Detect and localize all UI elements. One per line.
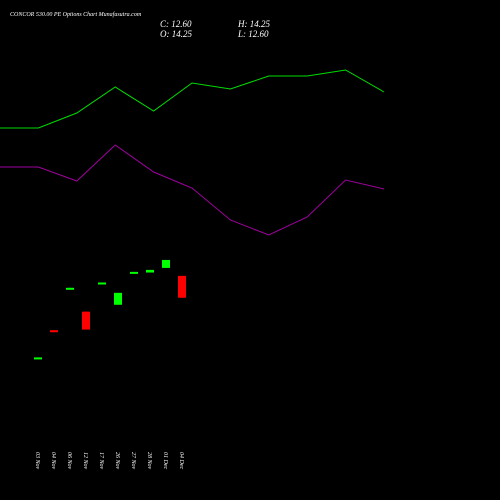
candle-body [114, 292, 122, 305]
x-tick-label: 26 Nov [114, 452, 120, 470]
candle-body [82, 311, 90, 330]
x-tick-label: 12 Nov [82, 452, 88, 470]
x-tick-label: 27 Nov [130, 452, 136, 470]
candle-body [146, 269, 154, 273]
line [0, 69, 385, 129]
candle-body [34, 357, 42, 360]
x-tick-label: 04 Dec [178, 452, 185, 469]
x-tick-label: 04 Nov [50, 452, 57, 470]
candle-body [50, 330, 58, 333]
chart-title: CONCOR 530.00 PE Options Chart Munafasut… [10, 11, 142, 18]
candle-body [178, 275, 186, 298]
high-label: H: 14.25 [237, 19, 270, 29]
x-tick-label: 06 Nov [66, 452, 72, 470]
line [0, 144, 385, 236]
open-label: O: 14.25 [160, 29, 192, 39]
candle-body [162, 259, 170, 268]
low-label: L: 12.60 [237, 29, 269, 39]
candle-body [98, 282, 106, 285]
x-tick-label: 03 Nov [34, 452, 40, 470]
candle-body [130, 271, 138, 274]
x-tick-label: 28 Nov [146, 452, 152, 470]
candle-body [66, 287, 74, 290]
close-label: C: 12.60 [160, 19, 192, 29]
x-tick-label: 01 Dec [162, 452, 168, 469]
x-tick-label: 17 Nov [98, 452, 104, 470]
